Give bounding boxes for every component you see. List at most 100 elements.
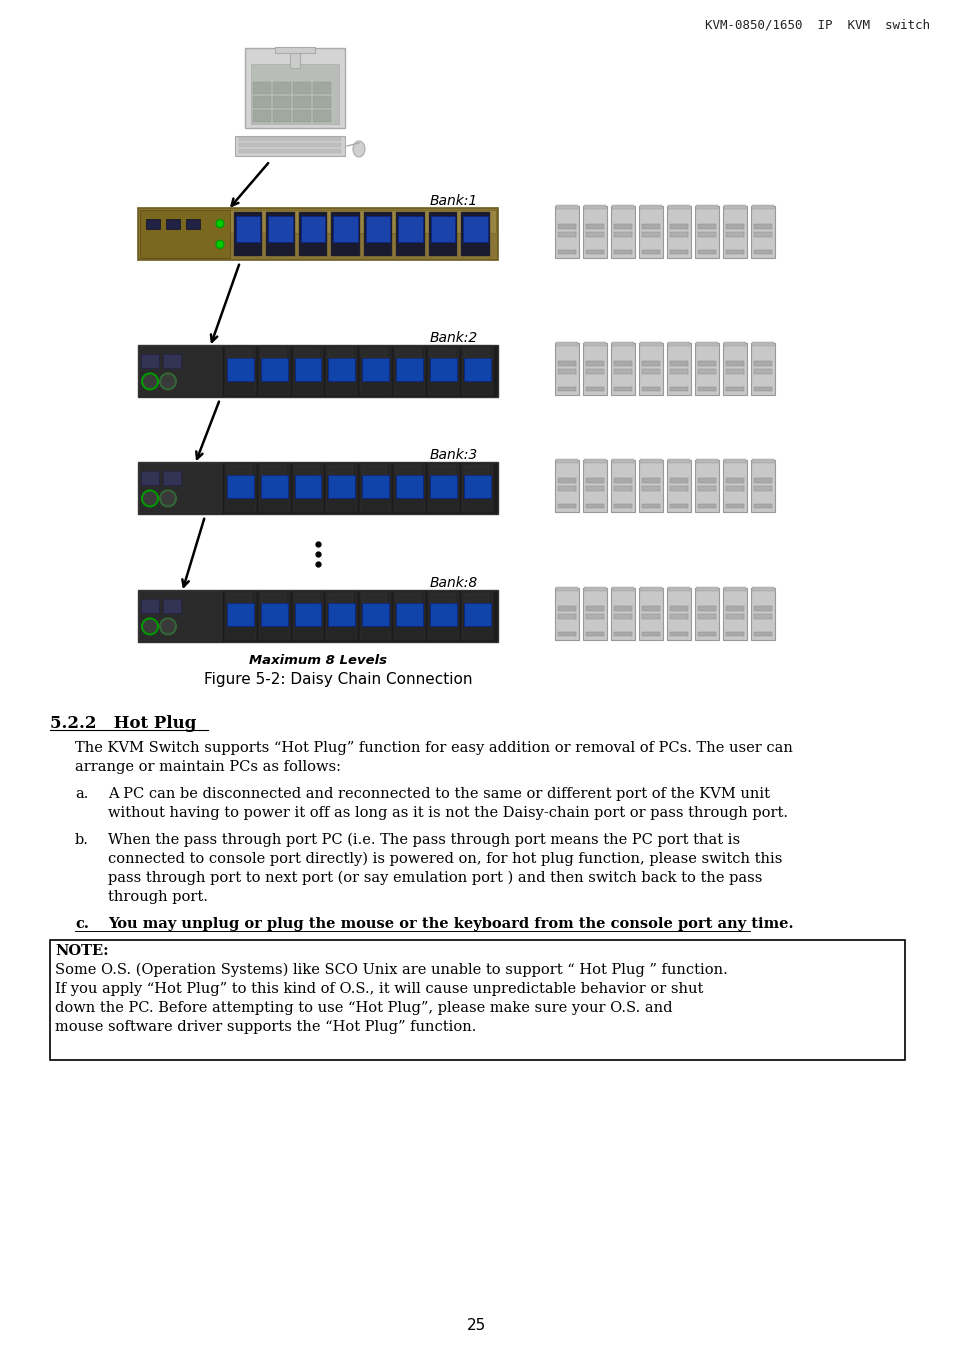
Bar xyxy=(251,63,338,124)
Bar xyxy=(614,224,631,230)
Bar xyxy=(698,232,716,238)
Bar xyxy=(614,250,631,254)
Bar xyxy=(751,586,773,590)
Bar xyxy=(461,592,493,640)
Bar xyxy=(394,592,425,640)
Bar xyxy=(583,205,605,209)
Bar xyxy=(334,216,357,242)
Bar xyxy=(723,205,745,209)
Bar xyxy=(360,592,391,640)
Bar xyxy=(294,466,319,476)
Bar xyxy=(585,486,603,492)
Bar xyxy=(463,593,489,603)
Bar xyxy=(227,603,253,627)
Bar xyxy=(639,205,662,258)
Bar xyxy=(558,504,576,508)
Bar xyxy=(239,149,340,153)
Bar xyxy=(225,592,255,640)
Bar xyxy=(585,607,603,612)
Bar xyxy=(639,343,662,394)
Bar xyxy=(430,476,456,499)
Bar xyxy=(328,349,353,358)
Bar xyxy=(614,478,631,484)
Bar xyxy=(641,486,659,492)
Bar xyxy=(429,212,457,255)
Bar xyxy=(669,486,687,492)
Bar xyxy=(362,358,389,381)
Bar xyxy=(331,212,359,255)
Bar xyxy=(669,361,687,366)
Bar xyxy=(610,588,635,640)
Bar xyxy=(725,224,743,230)
Bar xyxy=(398,216,422,242)
Bar xyxy=(558,232,576,238)
Bar xyxy=(235,216,260,242)
Bar xyxy=(641,250,659,254)
Bar xyxy=(666,459,690,512)
Bar xyxy=(395,476,423,499)
Bar xyxy=(140,209,230,258)
Bar xyxy=(698,250,716,254)
Bar xyxy=(583,586,605,590)
Bar xyxy=(725,369,743,374)
Bar xyxy=(141,471,159,485)
Bar xyxy=(273,96,291,108)
Bar xyxy=(268,216,293,242)
Text: 5.2.2   Hot Plug: 5.2.2 Hot Plug xyxy=(50,715,196,732)
Bar xyxy=(233,212,262,255)
Bar xyxy=(326,463,357,512)
Bar xyxy=(612,205,634,209)
Text: through port.: through port. xyxy=(108,890,208,904)
Bar xyxy=(140,209,496,232)
Bar xyxy=(585,232,603,238)
Bar xyxy=(698,613,716,619)
Bar xyxy=(362,466,387,476)
Bar xyxy=(610,459,635,512)
Bar xyxy=(294,349,319,358)
Bar xyxy=(667,459,689,463)
Bar xyxy=(138,590,497,642)
Bar xyxy=(294,603,321,627)
Bar xyxy=(463,349,489,358)
Bar xyxy=(396,212,424,255)
Bar xyxy=(639,588,662,640)
Circle shape xyxy=(142,619,158,635)
Bar xyxy=(641,224,659,230)
Bar xyxy=(669,607,687,612)
Bar xyxy=(138,462,497,513)
Bar xyxy=(430,466,455,476)
Bar xyxy=(50,940,904,1061)
Text: The KVM Switch supports “Hot Plug” function for easy addition or removal of PCs.: The KVM Switch supports “Hot Plug” funct… xyxy=(75,740,792,755)
Bar xyxy=(725,386,743,390)
Bar xyxy=(669,478,687,484)
Bar xyxy=(556,205,578,209)
Bar xyxy=(696,459,718,463)
Bar xyxy=(641,232,659,238)
Text: pass through port to next port (or say emulation port ) and then switch back to : pass through port to next port (or say e… xyxy=(108,871,761,885)
Bar xyxy=(293,463,323,512)
Bar xyxy=(641,504,659,508)
Bar xyxy=(667,205,689,209)
Bar xyxy=(225,463,255,512)
Bar xyxy=(227,349,252,358)
Bar xyxy=(725,486,743,492)
Bar xyxy=(669,504,687,508)
Bar xyxy=(750,459,774,512)
Bar xyxy=(723,586,745,590)
Bar xyxy=(698,607,716,612)
Bar xyxy=(253,96,271,108)
Bar xyxy=(698,369,716,374)
Bar xyxy=(463,358,491,381)
Bar xyxy=(395,466,421,476)
Bar xyxy=(260,349,285,358)
Bar xyxy=(558,478,576,484)
Bar xyxy=(725,361,743,366)
Bar xyxy=(293,96,311,108)
Bar xyxy=(669,632,687,636)
Bar xyxy=(698,224,716,230)
Bar xyxy=(139,590,221,640)
Bar xyxy=(138,345,497,397)
Bar xyxy=(585,361,603,366)
Bar xyxy=(585,386,603,390)
Bar xyxy=(614,504,631,508)
